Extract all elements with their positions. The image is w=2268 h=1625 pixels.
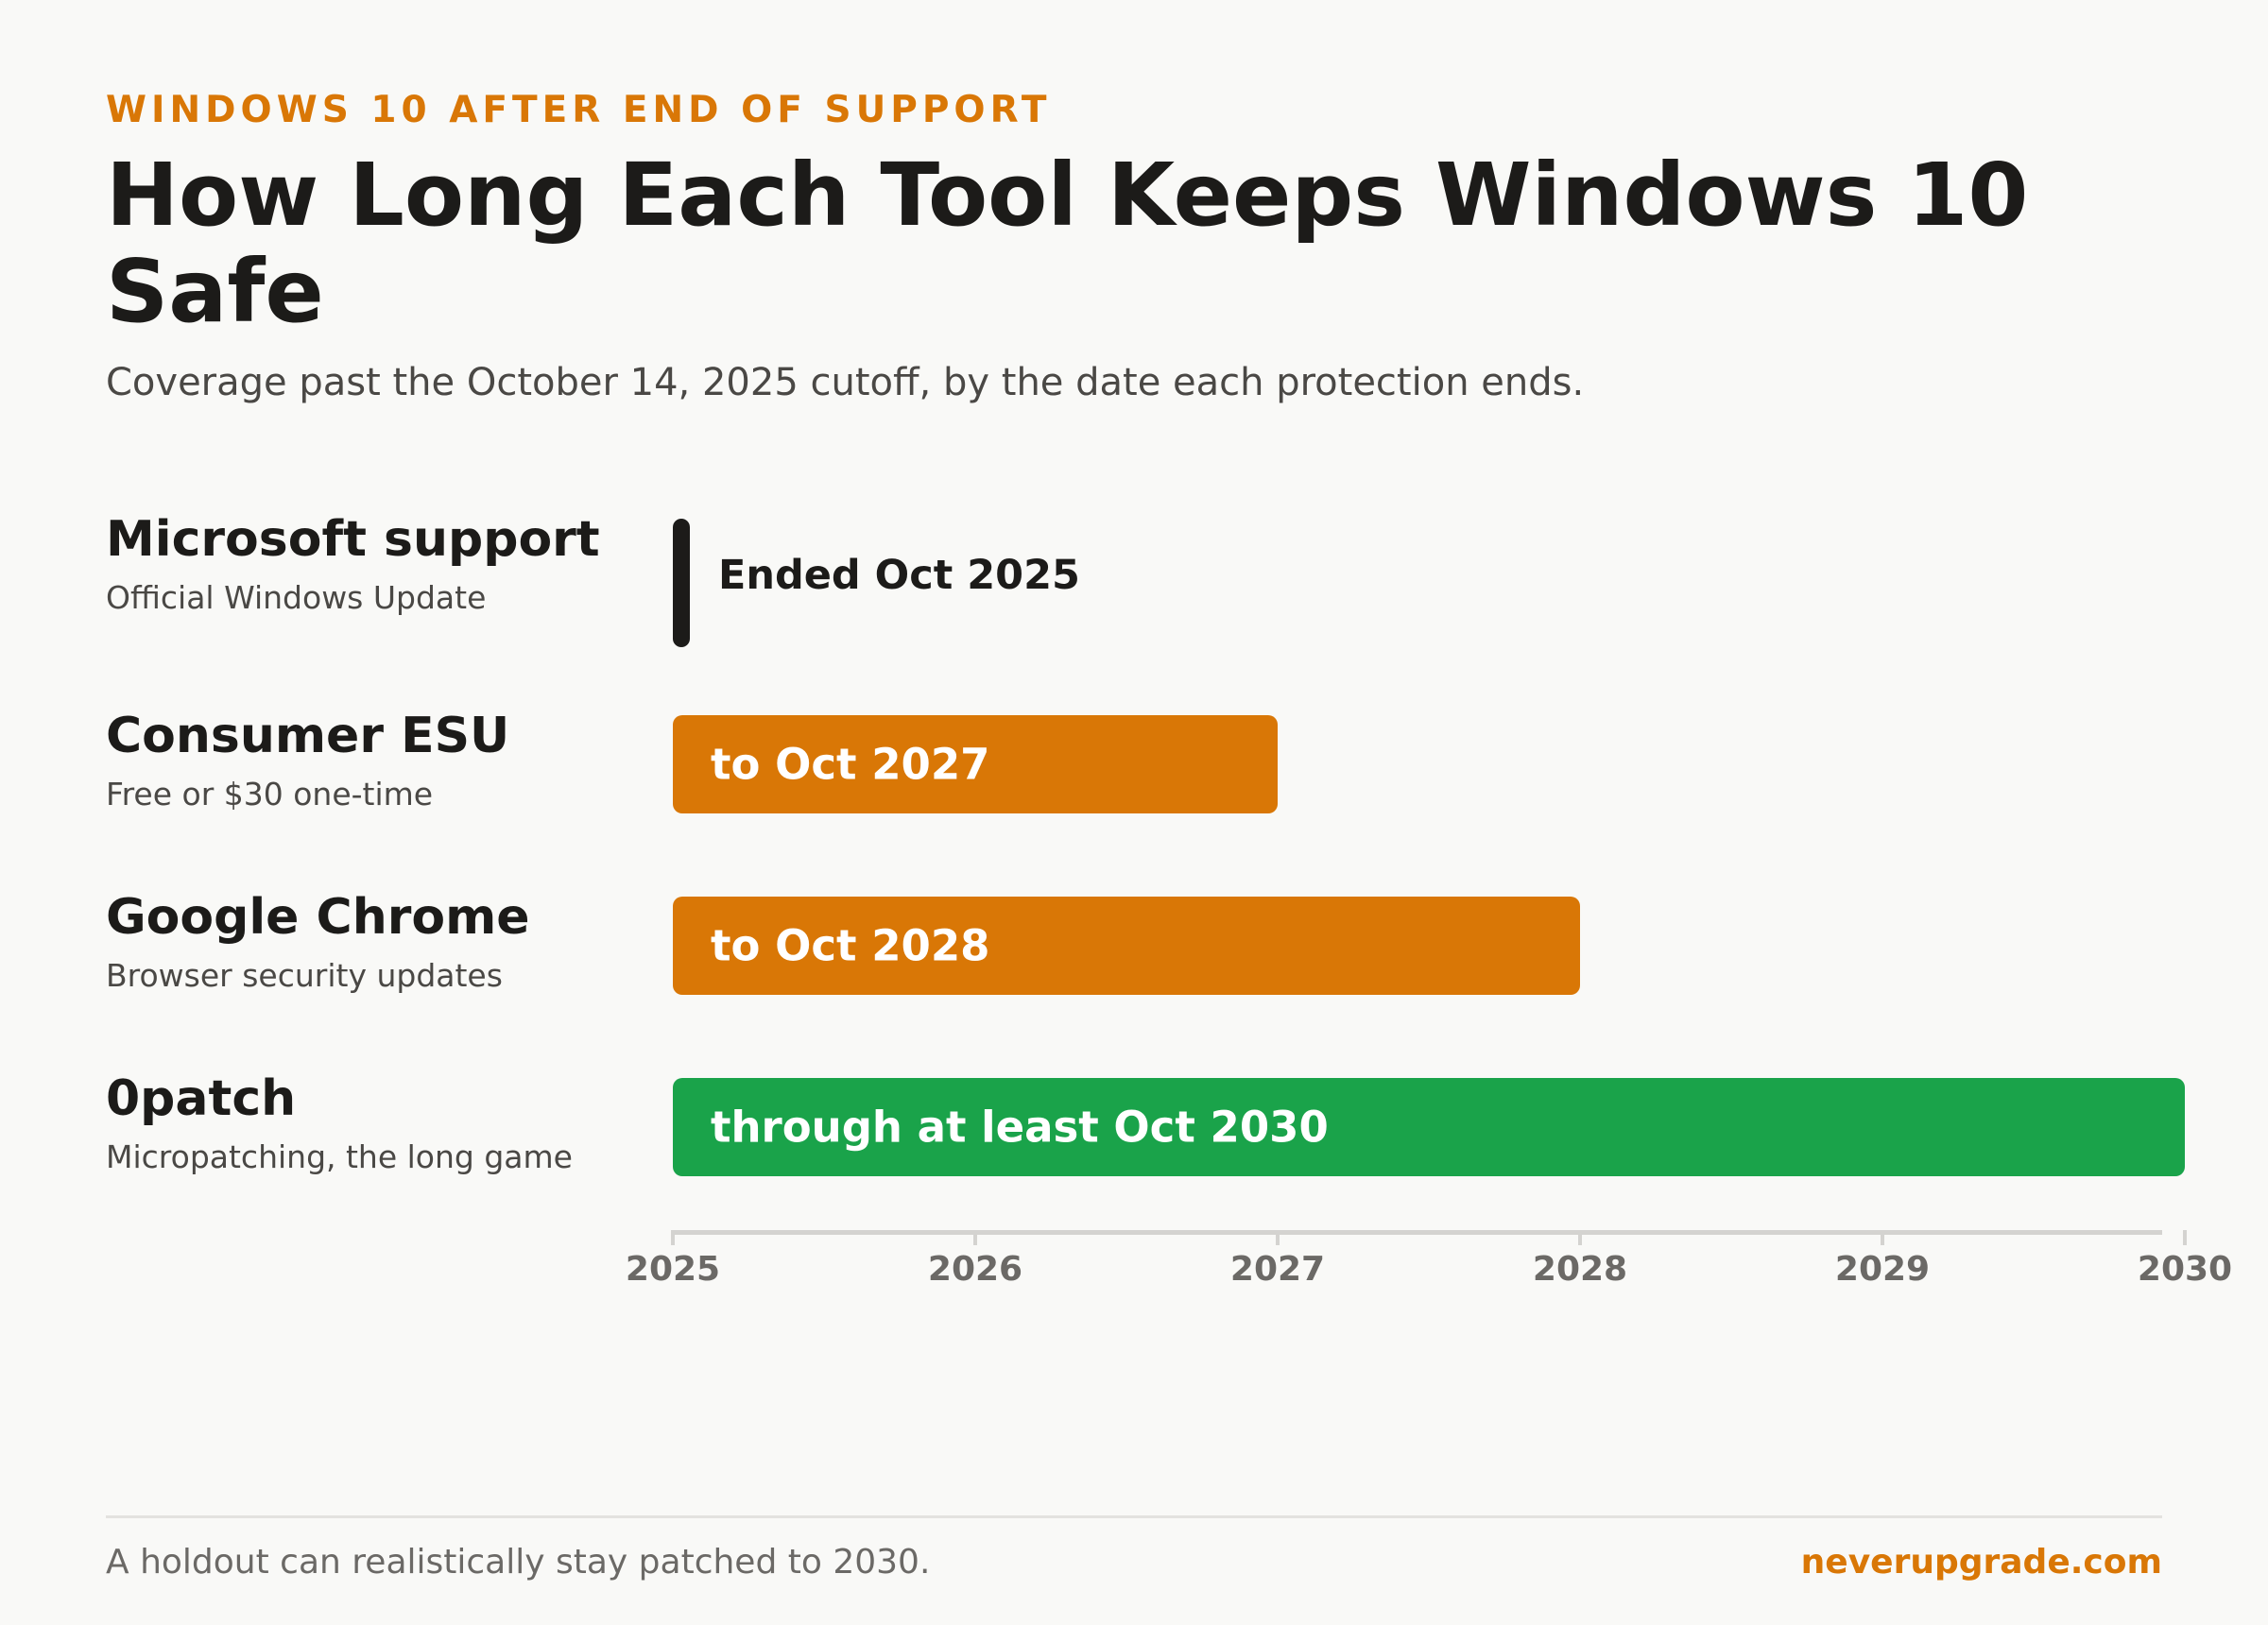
chart-subtitle: Coverage past the October 14, 2025 cutof… — [106, 361, 1585, 404]
row-label: Microsoft support Official Windows Update — [106, 511, 600, 617]
row-name: 0patch — [106, 1070, 297, 1127]
row-name: Google Chrome — [106, 889, 530, 946]
row-description: Free or $30 one-time — [106, 776, 434, 812]
bar-label: to Oct 2028 — [711, 920, 990, 971]
footer-brand: neverupgrade.com — [1800, 1543, 2162, 1582]
eyebrow-label: WINDOWS 10 AFTER END OF SUPPORT — [106, 89, 1052, 131]
row-label: 0patch Micropatching, the long game — [106, 1070, 573, 1176]
bar-label: Ended Oct 2025 — [718, 552, 1080, 599]
x-axis-tick-label: 2028 — [1532, 1250, 1628, 1289]
row-description: Micropatching, the long game — [106, 1138, 573, 1175]
row-label: Google Chrome Browser security updates — [106, 889, 530, 995]
bar-label: through at least Oct 2030 — [711, 1102, 1329, 1153]
chart-title: How Long Each Tool Keeps Windows 10 Safe — [106, 145, 2029, 342]
bar: through at least Oct 2030 — [673, 1078, 2185, 1176]
x-axis-tick-label: 2029 — [1834, 1250, 1931, 1289]
bar-marker — [673, 519, 690, 647]
x-axis-tick-label: 2025 — [625, 1250, 721, 1289]
bar-label: to Oct 2027 — [711, 739, 990, 790]
row-name: Consumer ESU — [106, 708, 510, 764]
row-label: Consumer ESU Free or $30 one-time — [106, 708, 509, 813]
row-name: Microsoft support — [106, 511, 600, 568]
x-axis-tick — [1276, 1230, 1280, 1245]
x-axis-tick-label: 2027 — [1229, 1250, 1326, 1289]
bar: to Oct 2027 — [673, 715, 1278, 813]
row-description: Official Windows Update — [106, 579, 487, 616]
footer-note: A holdout can realistically stay patched… — [106, 1543, 931, 1582]
x-axis-tick-label: 2030 — [2137, 1250, 2233, 1289]
x-axis-tick — [973, 1230, 977, 1245]
x-axis-tick — [1578, 1230, 1582, 1245]
row-description: Browser security updates — [106, 957, 503, 994]
x-axis-line — [673, 1230, 2162, 1235]
x-axis-tick-label: 2026 — [927, 1250, 1023, 1289]
x-axis-tick — [1881, 1230, 1884, 1245]
x-axis-tick — [2183, 1230, 2187, 1245]
bar: to Oct 2028 — [673, 897, 1580, 995]
footer-divider — [106, 1515, 2162, 1518]
x-axis-tick — [671, 1230, 675, 1245]
